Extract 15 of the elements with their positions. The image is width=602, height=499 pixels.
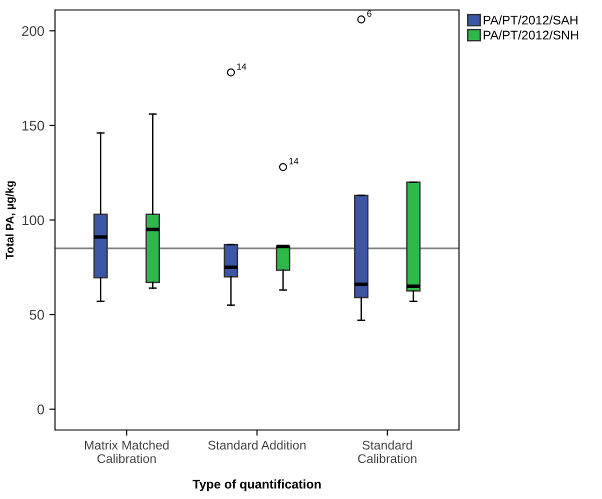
annotation: 14 — [289, 158, 298, 164]
y-tick-label: 200 — [22, 26, 44, 36]
y-tick-label: 50 — [30, 310, 44, 320]
x-tick-label: Matrix Matched Calibration — [84, 440, 169, 464]
x-axis-title: Type of quantification — [192, 479, 321, 492]
y-tick-label: 150 — [22, 120, 44, 131]
y-axis-title: Total PA, µg/kg — [5, 181, 16, 260]
legend-label: PA/PT/2012/SNH — [484, 30, 578, 40]
annotation: 6 — [367, 10, 372, 17]
x-tick-label: Standard Calibration — [358, 440, 416, 464]
y-tick-label: 100 — [22, 215, 44, 226]
annotation: 14 — [237, 63, 246, 70]
x-tick-label: Standard Addition — [208, 440, 306, 450]
y-tick-label: 0 — [37, 404, 44, 414]
legend-label: PA/PT/2012/SAH — [484, 15, 578, 25]
